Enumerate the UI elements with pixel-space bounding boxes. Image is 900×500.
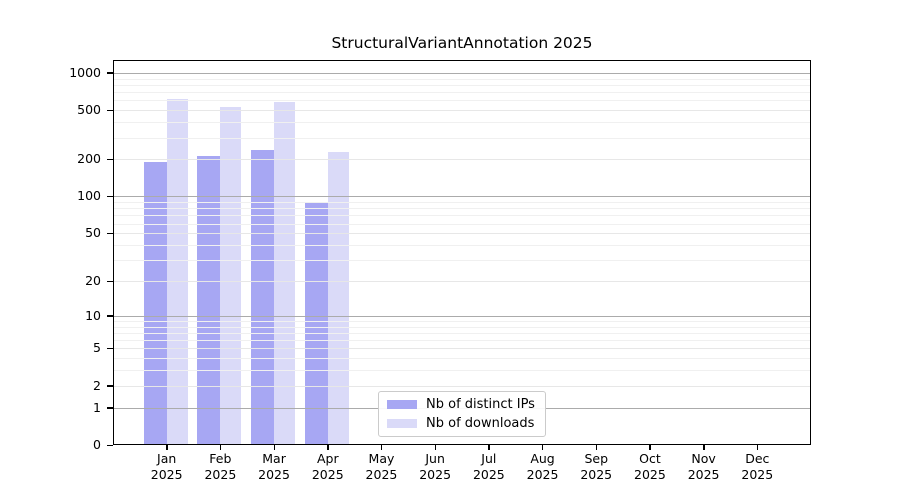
gridline-minor (113, 358, 811, 360)
gridline-minor (113, 84, 811, 86)
gridline-minor (113, 223, 811, 225)
gridline-minor (113, 100, 811, 102)
x-axis-tick (703, 445, 705, 450)
y-axis-tick-label: 0 (93, 437, 101, 452)
bar-distinct-ips (304, 203, 328, 445)
x-axis-month-label: Jul 2025 (472, 451, 505, 482)
x-axis-tick (756, 445, 759, 450)
x-axis-tick (380, 445, 383, 450)
gridline-minor (113, 215, 811, 217)
gridline-minor (113, 260, 811, 262)
x-axis-month-label: Mar 2025 (258, 451, 290, 482)
gridline-minor (113, 370, 811, 372)
x-axis-tick (434, 445, 437, 450)
gridline-minor (113, 244, 811, 246)
bar-distinct-ips (197, 155, 221, 445)
gridline-minor (113, 122, 811, 124)
legend-row-distinct-ips: Nb of distinct IPs (379, 397, 545, 412)
y-axis-tick (107, 280, 113, 282)
chart-title: StructuralVariantAnnotation 2025 (331, 34, 593, 52)
y-axis-tick (107, 407, 113, 409)
x-axis-tick (166, 445, 168, 450)
bar-downloads (220, 107, 242, 445)
x-axis-month-label: Nov 2025 (687, 451, 720, 482)
x-axis-month-label: Oct 2025 (634, 451, 666, 482)
x-axis-month-label: Feb 2025 (204, 451, 237, 482)
y-axis-tick (107, 72, 113, 74)
gridline-decade (113, 315, 811, 317)
bar-distinct-ips (143, 162, 167, 445)
gridline-minor (113, 78, 811, 80)
y-axis-tick (107, 232, 113, 235)
gridline-minor (113, 332, 811, 334)
x-axis-tick (488, 445, 490, 450)
legend-swatch-distinct-ips (387, 400, 417, 409)
x-axis-tick (273, 445, 275, 450)
y-axis-tick-label: 100 (77, 188, 101, 204)
gridline-decade (113, 72, 811, 74)
y-axis-tick (107, 315, 113, 317)
gridline-minor (113, 320, 811, 322)
gridline-major (113, 159, 811, 161)
y-axis-tick (107, 195, 113, 198)
x-axis-month-label: Jan 2025 (150, 451, 183, 482)
gridline-minor (113, 92, 811, 94)
gridline-major (113, 233, 811, 235)
y-axis-tick-label: 5 (93, 340, 101, 356)
bar-downloads (327, 151, 349, 445)
y-axis-tick (107, 347, 113, 350)
x-axis-month-label: Jun 2025 (419, 451, 452, 482)
y-axis-tick-label: 10 (85, 307, 101, 323)
gridline-major (113, 281, 811, 282)
x-axis-tick (595, 445, 598, 450)
bar-downloads (166, 99, 188, 445)
x-axis-tick (649, 445, 651, 450)
y-axis-tick-label: 500 (77, 102, 101, 118)
x-axis-tick (542, 445, 544, 450)
gridline-major (113, 385, 811, 387)
y-axis-tick-label: 50 (85, 225, 101, 241)
bar-distinct-ips (251, 149, 275, 445)
gridline-major (113, 348, 811, 350)
plot-area (113, 60, 811, 445)
gridline-minor (113, 137, 811, 139)
y-axis-tick-label: 1 (93, 399, 101, 415)
gridline-minor (113, 326, 811, 328)
x-axis-month-label: Dec 2025 (741, 451, 774, 482)
x-axis-month-label: May 2025 (365, 451, 398, 482)
y-axis-tick (107, 385, 113, 387)
y-axis-tick-label: 20 (85, 273, 101, 288)
x-axis-month-label: Apr 2025 (311, 451, 344, 482)
gridline-minor (113, 202, 811, 204)
legend-label-downloads: Nb of downloads (426, 416, 535, 431)
bar-downloads (274, 101, 296, 445)
y-axis-tick-label: 200 (77, 151, 101, 167)
legend-swatch-downloads (387, 419, 417, 428)
gridline-minor (113, 340, 811, 342)
y-axis-tick (107, 444, 113, 446)
legend: Nb of distinct IPs Nb of downloads (378, 391, 546, 437)
gridline-minor (113, 208, 811, 210)
y-axis-tick (107, 109, 113, 112)
legend-row-downloads: Nb of downloads (379, 416, 545, 431)
x-axis-tick (219, 445, 222, 450)
x-axis-month-label: Sep 2025 (580, 451, 613, 482)
x-axis-tick (327, 445, 329, 450)
gridline-decade (113, 196, 811, 198)
y-axis-tick-label: 1000 (69, 64, 101, 80)
y-axis-tick-label: 2 (93, 377, 101, 393)
gridline-major (113, 110, 811, 112)
y-axis-tick (107, 158, 113, 161)
x-axis-month-label: Aug 2025 (526, 451, 559, 482)
legend-label-distinct-ips: Nb of distinct IPs (426, 397, 535, 412)
